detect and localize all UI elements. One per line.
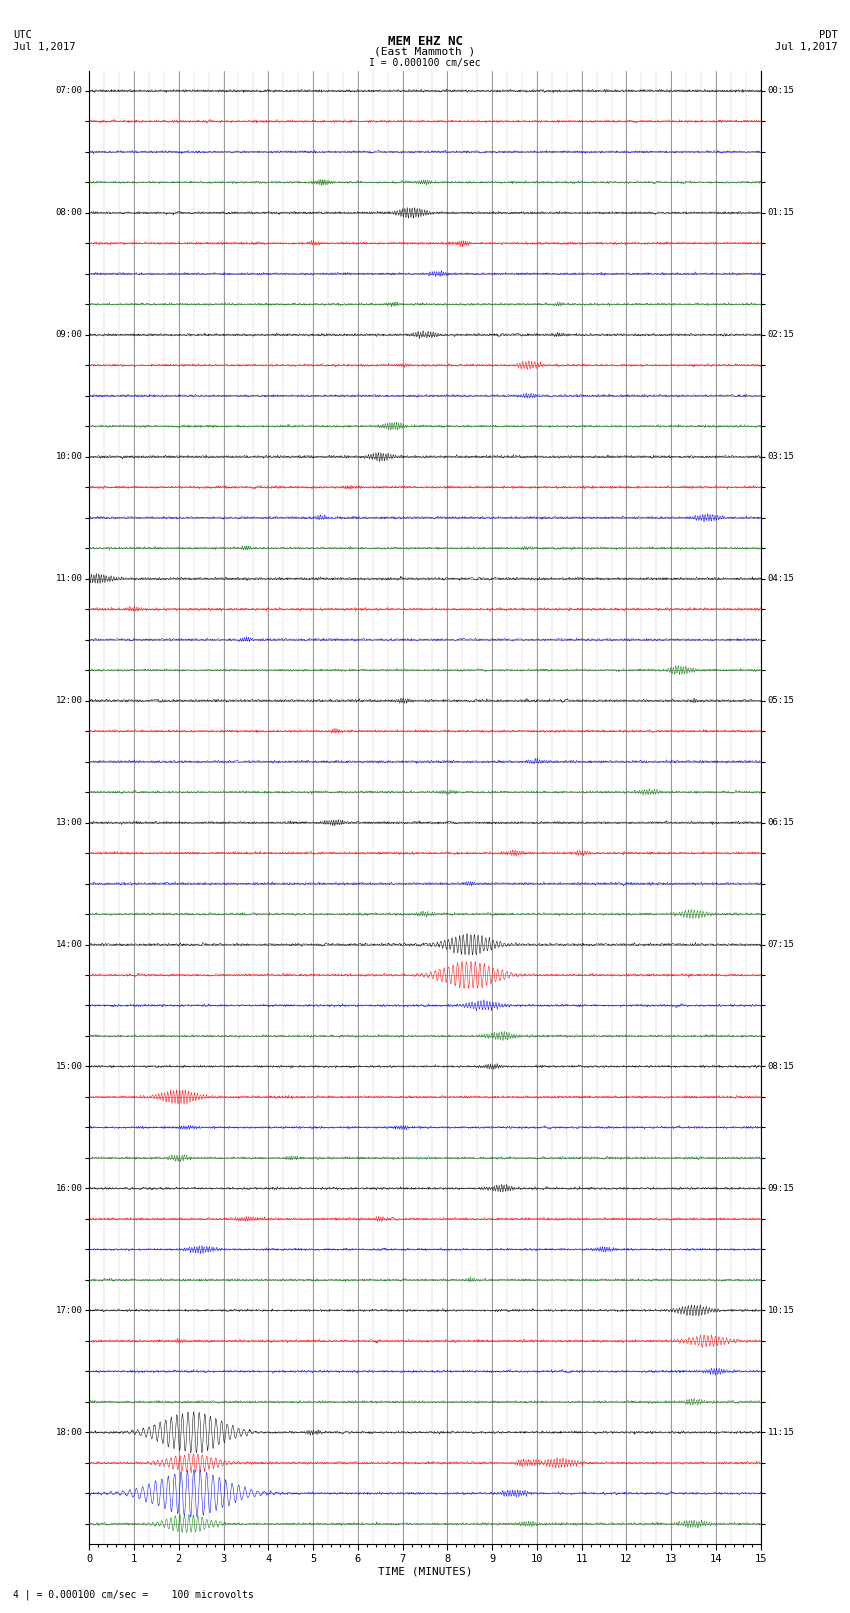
Text: Jul 1,2017: Jul 1,2017: [13, 42, 76, 52]
Text: PDT: PDT: [819, 31, 837, 40]
Text: (East Mammoth ): (East Mammoth ): [374, 47, 476, 56]
Text: 4 | = 0.000100 cm/sec =    100 microvolts: 4 | = 0.000100 cm/sec = 100 microvolts: [13, 1589, 253, 1600]
Text: UTC: UTC: [13, 31, 31, 40]
Text: Jul 1,2017: Jul 1,2017: [774, 42, 837, 52]
Text: I = 0.000100 cm/sec: I = 0.000100 cm/sec: [369, 58, 481, 68]
Text: MEM EHZ NC: MEM EHZ NC: [388, 35, 462, 48]
X-axis label: TIME (MINUTES): TIME (MINUTES): [377, 1566, 473, 1578]
